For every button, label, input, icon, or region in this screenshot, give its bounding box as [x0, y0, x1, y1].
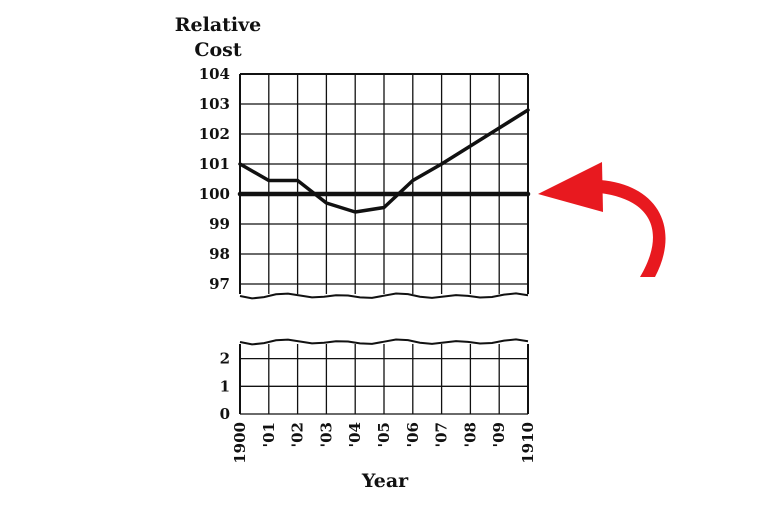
x-tick-label: 1900 — [231, 422, 249, 464]
y-tick-label: 98 — [209, 245, 230, 263]
y-tick-label: 0 — [220, 405, 230, 423]
axis-break-edges — [238, 292, 530, 346]
x-tick-label: '07 — [433, 422, 451, 447]
x-tick-label: '08 — [461, 422, 479, 447]
y-axis-title-line-2: Cost — [194, 39, 241, 61]
x-tick-label: '04 — [346, 422, 364, 447]
x-tick-label: 1910 — [519, 422, 537, 464]
break-edge-bottom — [239, 338, 529, 346]
x-axis-title: Year — [361, 470, 409, 492]
data-series — [237, 108, 531, 214]
x-tick-label: '05 — [375, 422, 393, 447]
relative-cost-line — [238, 108, 530, 214]
lower-panel-grid — [239, 342, 529, 415]
x-tick-label: '09 — [490, 422, 508, 447]
y-axis-title: Relative Cost — [175, 14, 262, 61]
arrow-head — [538, 162, 603, 212]
y-tick-label: 100 — [199, 185, 230, 203]
y-tick-label: 102 — [199, 125, 230, 143]
y-tick-label: 99 — [209, 215, 230, 233]
y-tick-label: 1 — [220, 377, 230, 395]
y-tick-label: 97 — [209, 275, 230, 293]
x-tick-label: '01 — [260, 422, 278, 447]
x-tick-label: '02 — [289, 422, 307, 447]
y-tick-label: 104 — [199, 65, 230, 83]
y-axis-title-line-1: Relative — [175, 14, 262, 36]
y-tick-label: 101 — [199, 155, 230, 173]
x-tick-label: '03 — [317, 422, 335, 447]
y-tick-label: 103 — [199, 95, 230, 113]
y-tick-labels: 104 103 102 101 100 99 98 97 2 1 0 — [199, 65, 230, 423]
arrow-shaft — [600, 180, 666, 277]
y-tick-label: 2 — [220, 350, 230, 368]
x-tick-label: '06 — [404, 422, 422, 447]
upper-panel-grid — [239, 73, 529, 296]
red-arrow-annotation — [538, 162, 666, 277]
break-edge-top — [239, 292, 529, 300]
x-tick-labels: 1900 '01 '02 '03 '04 '05 '06 '07 '08 '09 1910 — [231, 422, 537, 464]
break-mask-top — [238, 294, 530, 300]
